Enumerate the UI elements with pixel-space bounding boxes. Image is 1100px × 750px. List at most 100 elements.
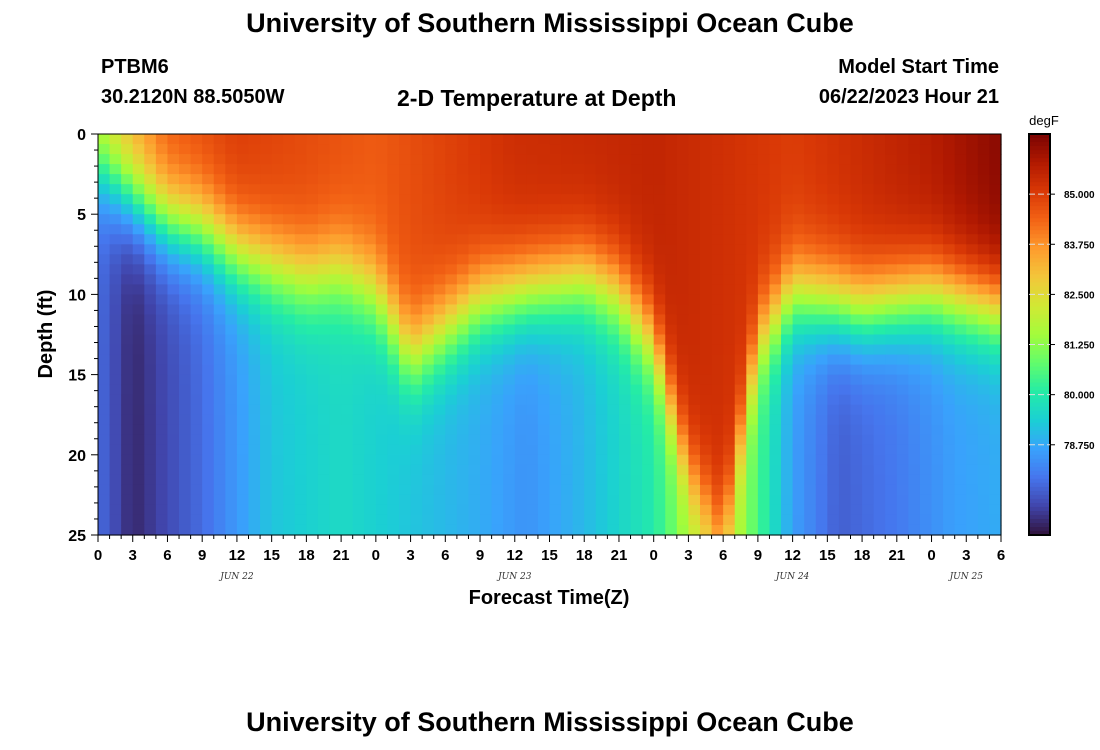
heatmap-cell	[665, 284, 678, 296]
heatmap-cell	[422, 324, 435, 336]
heatmap-cell	[236, 274, 250, 285]
heatmap-cell	[260, 474, 273, 486]
y-tick-label: 5	[77, 207, 86, 224]
heatmap-cell	[121, 444, 134, 456]
heatmap-cell	[422, 494, 435, 506]
heatmap-cell	[757, 424, 771, 436]
heatmap-cell	[711, 524, 724, 536]
heatmap-cell	[306, 474, 319, 486]
heatmap-cell	[595, 314, 608, 326]
heatmap-cell	[167, 424, 180, 436]
heatmap-cell	[815, 444, 828, 456]
heatmap-cell	[989, 274, 1002, 285]
heatmap-cell	[399, 454, 412, 466]
heatmap-cell	[885, 164, 898, 175]
heatmap-cell	[456, 144, 470, 155]
heatmap-cell	[341, 184, 354, 195]
heatmap-cell	[711, 464, 724, 476]
heatmap-cell	[503, 344, 516, 356]
heatmap-cell	[908, 134, 921, 145]
heatmap-cell	[838, 354, 852, 366]
heatmap-cell	[503, 514, 516, 526]
heatmap-cell	[700, 184, 713, 195]
heatmap-cell	[294, 364, 307, 376]
heatmap-cell	[375, 184, 389, 195]
heatmap-cell	[723, 234, 736, 245]
heatmap-cell	[375, 134, 389, 145]
heatmap-cell	[317, 294, 331, 306]
heatmap-cell	[966, 164, 979, 175]
heatmap-cell	[179, 524, 192, 536]
heatmap-cell	[352, 274, 365, 285]
heatmap-cell	[480, 134, 493, 145]
heatmap-cell	[236, 434, 250, 446]
heatmap-cell	[781, 434, 794, 446]
heatmap-cell	[757, 194, 771, 205]
heatmap-cell	[248, 244, 261, 255]
heatmap-cell	[144, 524, 157, 536]
heatmap-cell	[167, 244, 180, 255]
heatmap-cell	[954, 424, 967, 436]
heatmap-cell	[514, 204, 527, 215]
heatmap-cell	[549, 154, 562, 165]
heatmap-cell	[665, 134, 678, 145]
heatmap-cell	[977, 354, 991, 366]
heatmap-cell	[734, 514, 747, 526]
heatmap-cell	[317, 514, 331, 526]
heatmap-cell	[607, 284, 620, 296]
heatmap-cell	[595, 364, 608, 376]
heatmap-cell	[317, 214, 331, 225]
heatmap-cell	[815, 184, 828, 195]
heatmap-cell	[792, 134, 805, 145]
heatmap-cell	[572, 404, 585, 416]
heatmap-cell	[838, 464, 852, 476]
heatmap-cell	[98, 314, 111, 326]
heatmap-cell	[317, 414, 331, 426]
heatmap-cell	[236, 194, 250, 205]
heatmap-cell	[607, 384, 620, 396]
heatmap-cell	[954, 254, 967, 265]
heatmap-cell	[850, 364, 863, 376]
heatmap-cell	[132, 504, 145, 516]
heatmap-cell	[908, 274, 921, 285]
heatmap-cell	[572, 264, 585, 275]
heatmap-cell	[757, 384, 771, 396]
heatmap-cell	[607, 304, 620, 316]
heatmap-cell	[815, 494, 828, 506]
heatmap-cell	[491, 354, 504, 366]
heatmap-cell	[283, 134, 296, 145]
heatmap-cell	[815, 274, 828, 285]
heatmap-cell	[294, 254, 307, 265]
heatmap-cell	[491, 144, 504, 155]
heatmap-cell	[352, 394, 365, 406]
heatmap-cell	[537, 204, 551, 215]
heatmap-cell	[260, 154, 273, 165]
heatmap-cell	[514, 464, 527, 476]
heatmap-cell	[503, 254, 516, 265]
colorbar-tick-label: 85.000	[1064, 190, 1095, 201]
heatmap-cell	[514, 194, 527, 205]
heatmap-cell	[179, 454, 192, 466]
heatmap-cell	[503, 494, 516, 506]
heatmap-cell	[271, 374, 284, 386]
heatmap-cell	[688, 274, 701, 285]
heatmap-cell	[503, 184, 516, 195]
heatmap-cell	[607, 254, 620, 265]
heatmap-cell	[236, 294, 250, 306]
heatmap-cell	[653, 504, 666, 516]
heatmap-cell	[433, 274, 446, 285]
heatmap-cell	[723, 444, 736, 456]
heatmap-cell	[526, 364, 539, 376]
heatmap-cell	[433, 194, 446, 205]
heatmap-cell	[873, 254, 886, 265]
heatmap-cell	[815, 364, 828, 376]
heatmap-cell	[190, 134, 203, 145]
heatmap-cell	[121, 334, 134, 346]
heatmap-cell	[931, 234, 944, 245]
heatmap-cell	[676, 524, 690, 536]
heatmap-cell	[572, 364, 585, 376]
heatmap-cell	[456, 294, 470, 306]
heatmap-cell	[294, 294, 307, 306]
heatmap-cell	[537, 314, 551, 326]
heatmap-cell	[352, 254, 365, 265]
